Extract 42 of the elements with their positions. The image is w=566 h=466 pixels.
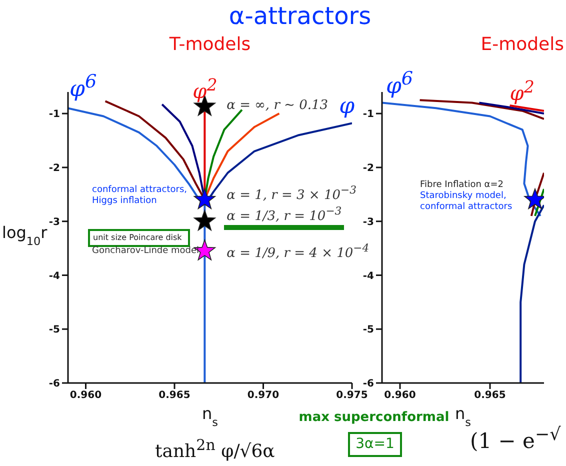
y-tick-label: -6: [48, 378, 60, 390]
annotation: Goncharov-Linde model: [92, 246, 200, 257]
annotation: φ$^{6}$: [386, 68, 414, 100]
y-tick-label: -4: [48, 270, 60, 282]
annotation: α = 1/9, r = 4 × 10$^{−4}$: [226, 242, 370, 262]
y-tick-label: -4: [362, 270, 374, 282]
x-tick-label: 0.975: [336, 390, 368, 402]
annotation: φ: [339, 94, 355, 120]
annotation: α = 1, r = 3 × 10$^{−3}$: [226, 184, 356, 204]
annotation: φ$^{2}$: [510, 77, 534, 106]
x-tick-label: 0.965: [474, 390, 506, 402]
y-tick-label: -2: [362, 162, 374, 174]
y-tick-label: -5: [48, 324, 60, 336]
x-tick-label: 0.960: [384, 390, 416, 402]
y-tick-label: -1: [362, 109, 374, 120]
annotation: α = ∞, r ∼ 0.13: [226, 98, 328, 113]
annotation: Starobinsky model, conformal attractors: [420, 191, 514, 213]
y-tick-label: -1: [48, 109, 60, 120]
chart-title: E-models: [480, 34, 564, 55]
y-tick-label: -5: [362, 324, 374, 336]
chart-title: T-models: [168, 34, 252, 55]
annotation: φ$^{6}$: [70, 72, 97, 102]
annotation: φ$^{2}$: [192, 75, 218, 104]
x-axis-title: n$_{s}$: [455, 404, 472, 428]
y-tick-label: -6: [362, 378, 374, 390]
x-tick-label: 0.960: [70, 390, 102, 402]
y-tick-label: -2: [48, 162, 60, 174]
annotation: α = 1/3, r = 10$^{−3}$: [226, 204, 342, 224]
text: (1 − e$^{−√}$: [470, 425, 562, 454]
text: max superconformal: [298, 410, 450, 426]
framed-note: unit size Poincare disk: [88, 229, 190, 247]
x-tick-label: 0.965: [158, 390, 190, 402]
text: tanh$^{2n}$ φ/√6α: [155, 436, 276, 463]
annotation: conformal attractors, Higgs inflation: [92, 185, 188, 207]
text: α-attractors: [228, 2, 372, 31]
y-axis-title: log$_{10}$r: [2, 222, 48, 247]
x-axis-title: n$_{s}$: [202, 404, 218, 428]
framed-note: 3α=1: [348, 432, 402, 457]
y-tick-label: -3: [362, 216, 374, 228]
y-tick-label: -3: [48, 216, 60, 228]
annotation: Fibre Inflation α=2: [420, 180, 504, 191]
x-tick-label: 0.970: [247, 390, 280, 402]
